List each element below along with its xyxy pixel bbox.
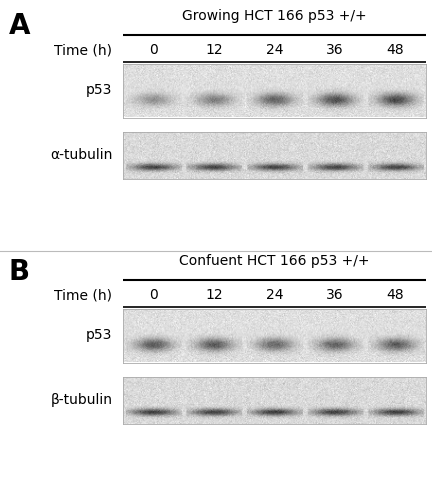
- Text: Confuent HCT 166 p53 +/+: Confuent HCT 166 p53 +/+: [179, 254, 369, 268]
- Text: β-tubulin: β-tubulin: [50, 393, 112, 407]
- Text: 48: 48: [387, 288, 404, 302]
- Text: 0: 0: [149, 288, 158, 302]
- Text: 36: 36: [326, 288, 343, 302]
- Text: B: B: [9, 258, 30, 285]
- Text: A: A: [9, 12, 30, 40]
- Text: 24: 24: [266, 43, 283, 57]
- Text: 48: 48: [387, 43, 404, 57]
- Text: α-tubulin: α-tubulin: [50, 148, 112, 162]
- Text: Growing HCT 166 p53 +/+: Growing HCT 166 p53 +/+: [182, 10, 367, 24]
- Text: 36: 36: [326, 43, 343, 57]
- Text: p53: p53: [86, 328, 112, 342]
- Text: Time (h): Time (h): [54, 288, 112, 302]
- Text: 24: 24: [266, 288, 283, 302]
- Text: 12: 12: [205, 288, 222, 302]
- Text: 12: 12: [205, 43, 222, 57]
- Text: Time (h): Time (h): [54, 44, 112, 58]
- Text: 0: 0: [149, 43, 158, 57]
- Text: p53: p53: [86, 84, 112, 98]
